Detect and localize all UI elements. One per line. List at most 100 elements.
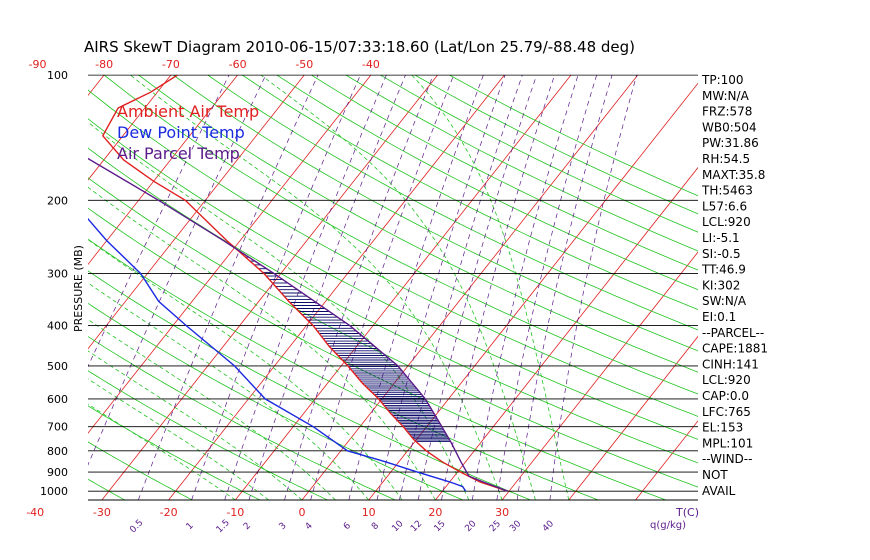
legend: Ambient Air Temp Dew Point Temp Air Parc…: [117, 102, 259, 163]
moist-adiabat: [88, 378, 269, 500]
mixing-ratio-line: [191, 75, 361, 500]
moist-adiabat: [88, 282, 370, 500]
index-line: CINH:141: [702, 357, 759, 371]
moist-adiabat: [130, 75, 503, 500]
dry-adiabat: [88, 441, 193, 500]
index-line: TT:46.9: [701, 263, 746, 277]
dry-adiabat: [88, 238, 599, 500]
dry-adiabat: [414, 75, 698, 215]
index-line: TP:100: [701, 73, 744, 87]
dry-adiabat: [345, 75, 698, 252]
mixing-ratio-unit-label: q(g/kg): [650, 520, 686, 531]
mixing-ratio-line: [248, 75, 406, 500]
mixing-ratio-label: 4: [304, 521, 315, 532]
bottom-temp-tick-label: -30: [93, 506, 111, 519]
isotherm: [88, 75, 105, 97]
mixing-ratio-line: [310, 75, 455, 500]
index-line: CAP:0.0: [702, 389, 749, 403]
index-line: FRZ:578: [702, 105, 752, 119]
isotherm: [88, 75, 238, 265]
isotherm: [368, 82, 698, 500]
dry-adiabat: [88, 370, 328, 500]
bottom-temp-tick-label: 0: [299, 506, 306, 519]
cape-hatching: [236, 248, 451, 443]
temperature-unit-label: T(C): [675, 506, 699, 519]
mixing-ratio-label: 12: [409, 519, 424, 534]
dry-adiabat: [103, 75, 698, 395]
pressure-tick-label: 100: [47, 69, 68, 82]
isotherm: [501, 251, 698, 500]
dry-adiabat: [276, 75, 698, 291]
dry-adiabat: [88, 270, 531, 500]
index-line: EI:0.1: [702, 310, 736, 324]
mixing-ratio-line: [496, 75, 598, 500]
moist-adiabat: [88, 239, 403, 500]
index-line: LCL:920: [702, 215, 751, 229]
index-line: --PARCEL--: [702, 326, 764, 340]
bottom-temp-tick-label: -20: [160, 506, 178, 519]
index-line: MAXT:35.8: [702, 168, 765, 182]
chart-title: AIRS SkewT Diagram 2010-06-15/07:33:18.6…: [84, 38, 635, 56]
dry-adiabat: [88, 118, 698, 440]
pressure-tick-label: 800: [47, 445, 68, 458]
dry-adiabat: [311, 75, 698, 271]
bottom-temp-tick-label: 20: [428, 506, 442, 519]
isotherm: [0, 75, 38, 500]
dry-adiabat: [88, 89, 698, 417]
mixing-ratio-line: [441, 75, 555, 500]
bottom-temp-tick-label: 30: [495, 506, 509, 519]
index-line: WB0:504: [702, 120, 757, 134]
isotherm: [88, 75, 305, 350]
dry-adiabat: [172, 75, 698, 352]
mixing-ratio-label: 40: [541, 519, 556, 534]
dry-adiabat: [449, 75, 698, 197]
dew-point-temp-line: [88, 217, 467, 492]
dry-adiabat: [88, 336, 396, 500]
moist-adiabat: [88, 403, 236, 500]
isotherm: [568, 335, 698, 500]
mixing-ratio-label: 3: [278, 521, 289, 532]
index-line: LCL:920: [702, 373, 751, 387]
legend-ambient-air-temp: Ambient Air Temp: [117, 102, 259, 121]
top-temp-tick-label: -90: [29, 58, 47, 71]
index-line: CAPE:1881: [702, 342, 768, 356]
bottom-temp-tick-label: 10: [362, 506, 376, 519]
top-temp-tick-label: -40: [362, 58, 380, 71]
index-line: SI:-0.5: [702, 247, 741, 261]
diagram-grid: [0, 75, 698, 500]
pressure-tick-label: 400: [47, 320, 68, 333]
moist-adiabat: [260, 75, 536, 500]
air-parcel-temp-line: [88, 157, 508, 492]
isotherm: [101, 75, 438, 500]
isotherm: [635, 420, 698, 500]
mixing-ratio-label: 6: [342, 521, 353, 532]
index-line: RH:54.5: [702, 152, 750, 166]
mixing-ratio-label: 20: [463, 519, 478, 534]
dry-adiabat: [138, 75, 698, 373]
profile-lines: [88, 75, 508, 492]
dry-adiabat: [88, 177, 698, 488]
mixing-ratio-label: 0.5: [128, 518, 145, 535]
mixing-ratio-line: [417, 75, 538, 500]
index-line: --WIND--: [702, 452, 752, 466]
moist-adiabat: [88, 186, 436, 500]
mixing-ratio-line: [137, 75, 319, 500]
index-line: LFC:765: [702, 405, 751, 419]
mixing-ratio-line: [549, 75, 638, 500]
pressure-tick-label: 600: [47, 393, 68, 406]
mixing-ratio-label: 30: [508, 519, 523, 534]
pressure-tick-label: 300: [47, 268, 68, 281]
dry-adiabat: [207, 75, 698, 331]
index-line: EL:153: [702, 421, 743, 435]
index-line: AVAIL: [702, 484, 736, 498]
top-temp-tick-label: -50: [295, 58, 313, 71]
dry-adiabat: [241, 75, 698, 311]
index-line: PW:31.86: [702, 136, 759, 150]
pressure-tick-label: 900: [47, 466, 68, 479]
mixing-ratio-label: 10: [390, 519, 405, 534]
mixing-ratio-line: [516, 75, 613, 500]
bottom-temp-tick-label: -10: [226, 506, 244, 519]
mixing-ratio-label: 15: [433, 519, 448, 534]
mixing-ratio-line: [284, 75, 434, 500]
